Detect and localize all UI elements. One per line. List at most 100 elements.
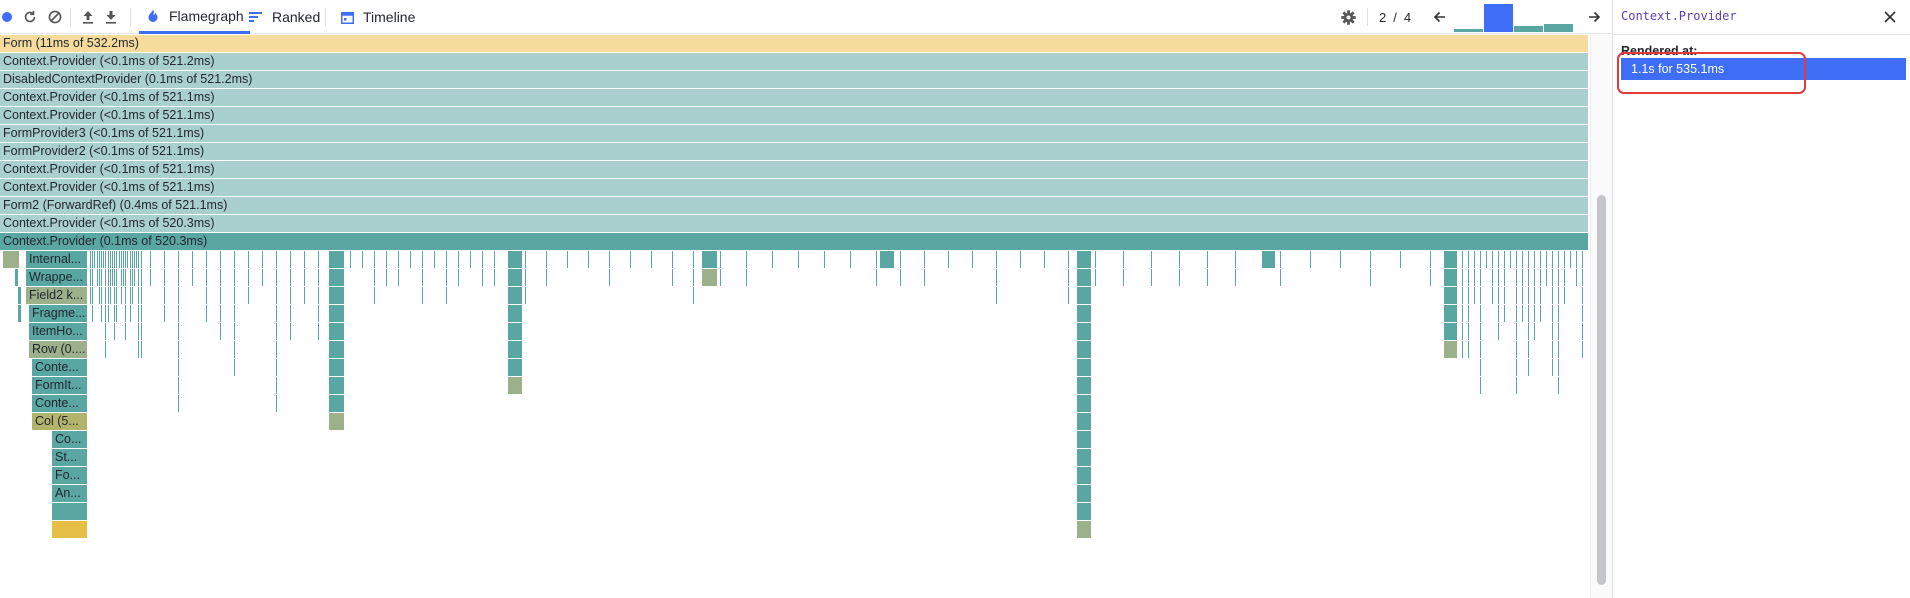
flame-node[interactable] (567, 251, 568, 268)
flame-node[interactable] (141, 305, 142, 322)
flame-node[interactable] (1077, 341, 1091, 358)
flame-node[interactable] (114, 251, 115, 268)
flame-node[interactable]: ItemHo... (29, 323, 87, 340)
flame-node[interactable] (508, 359, 522, 376)
flame-node[interactable] (99, 251, 100, 268)
flame-node[interactable] (125, 251, 126, 268)
flame-node[interactable] (18, 287, 21, 304)
flame-node[interactable] (304, 287, 305, 304)
flame-node[interactable] (101, 287, 102, 304)
flame-node[interactable] (90, 269, 91, 286)
flame-node[interactable] (329, 413, 344, 430)
flame-node[interactable] (546, 269, 547, 286)
flame-node[interactable] (3, 251, 19, 268)
flame-node[interactable] (15, 269, 18, 286)
flame-node[interactable] (1280, 251, 1281, 268)
flame-node[interactable] (130, 251, 131, 268)
flame-node[interactable] (458, 251, 459, 268)
flame-node[interactable] (138, 287, 139, 304)
flame-node[interactable] (99, 287, 100, 304)
flame-node[interactable] (1576, 269, 1577, 286)
flame-node[interactable] (18, 305, 21, 322)
flame-node[interactable] (410, 251, 411, 268)
flame-node[interactable] (1077, 251, 1091, 268)
flame-node[interactable] (1540, 251, 1541, 268)
flame-node[interactable] (609, 269, 610, 286)
flame-node[interactable]: Fo... (52, 467, 87, 484)
flame-node[interactable] (220, 287, 221, 304)
flame-node[interactable] (850, 251, 851, 268)
flame-row[interactable]: Form (11ms of 532.2ms) (0, 35, 1588, 52)
flame-node[interactable] (99, 269, 100, 286)
flame-node[interactable] (900, 269, 901, 286)
save-profile-button[interactable] (102, 8, 120, 26)
flame-node[interactable]: Conte... (32, 359, 87, 376)
flame-node[interactable] (1262, 251, 1275, 268)
flame-node[interactable] (1151, 269, 1152, 286)
flame-node[interactable] (900, 251, 901, 268)
flame-node[interactable] (693, 269, 694, 286)
flame-node[interactable] (206, 251, 207, 268)
flame-node[interactable] (329, 377, 344, 394)
flame-node[interactable] (1576, 251, 1577, 268)
flame-node[interactable] (1123, 269, 1124, 286)
tab-flamegraph[interactable]: Flamegraph (139, 0, 250, 34)
flame-node[interactable] (110, 287, 111, 304)
flame-node[interactable] (141, 269, 142, 286)
flame-row[interactable]: Context.Provider (<0.1ms of 521.1ms) (0, 107, 1588, 124)
flame-node[interactable] (1444, 341, 1457, 358)
flame-node[interactable] (924, 251, 925, 268)
flame-node[interactable] (92, 305, 93, 322)
flame-node[interactable] (1310, 251, 1311, 268)
flame-row[interactable]: Context.Provider (<0.1ms of 520.3ms) (0, 215, 1588, 232)
flame-node[interactable] (1492, 269, 1493, 286)
flame-node[interactable] (446, 251, 447, 268)
flame-node[interactable] (114, 305, 115, 322)
flame-node[interactable] (1430, 269, 1431, 286)
flame-node[interactable] (720, 251, 721, 268)
flame-node[interactable] (1534, 287, 1535, 304)
flame-node[interactable] (112, 251, 113, 268)
flame-node[interactable] (609, 251, 610, 268)
flame-node[interactable] (276, 341, 277, 358)
flame-row[interactable]: Context.Provider (<0.1ms of 521.1ms) (0, 179, 1588, 196)
flame-node[interactable] (90, 251, 91, 268)
flame-node[interactable] (116, 305, 117, 322)
flame-node[interactable] (1480, 341, 1481, 358)
flame-node[interactable] (1235, 269, 1236, 286)
flame-node[interactable] (1077, 521, 1091, 538)
flame-row[interactable]: DisabledContextProvider (0.1ms of 521.2m… (0, 71, 1588, 88)
flame-node[interactable] (630, 251, 631, 268)
flame-node[interactable] (1444, 269, 1457, 286)
flame-node[interactable] (693, 287, 694, 304)
flame-node[interactable] (1068, 251, 1069, 268)
flame-node[interactable] (123, 269, 124, 286)
flame-node[interactable] (220, 323, 221, 340)
flame-node[interactable] (125, 305, 126, 322)
flame-node[interactable] (672, 251, 673, 268)
flame-node[interactable] (1498, 269, 1499, 286)
flame-node[interactable] (138, 269, 139, 286)
flame-node[interactable] (108, 287, 109, 304)
flame-node[interactable] (178, 269, 179, 286)
tab-ranked[interactable]: Ranked (248, 0, 320, 34)
flame-node[interactable] (220, 251, 221, 268)
flame-node[interactable] (206, 287, 207, 304)
flame-node[interactable] (290, 287, 291, 304)
flame-node[interactable] (290, 323, 291, 340)
flame-node[interactable] (290, 251, 291, 268)
flame-node[interactable] (206, 269, 207, 286)
flame-node[interactable] (772, 251, 773, 268)
flame-node[interactable]: FormIt... (32, 377, 87, 394)
flame-node[interactable]: Internal... (26, 251, 87, 268)
flame-node[interactable] (130, 287, 131, 304)
flame-node[interactable] (494, 269, 495, 286)
flame-node[interactable] (1486, 251, 1487, 268)
flame-node[interactable] (114, 287, 115, 304)
flame-node[interactable] (329, 395, 344, 412)
flame-node[interactable] (422, 269, 423, 286)
flame-node[interactable] (150, 269, 151, 286)
flame-node[interactable] (262, 251, 263, 268)
flame-node[interactable] (304, 251, 305, 268)
flame-node[interactable] (110, 251, 111, 268)
